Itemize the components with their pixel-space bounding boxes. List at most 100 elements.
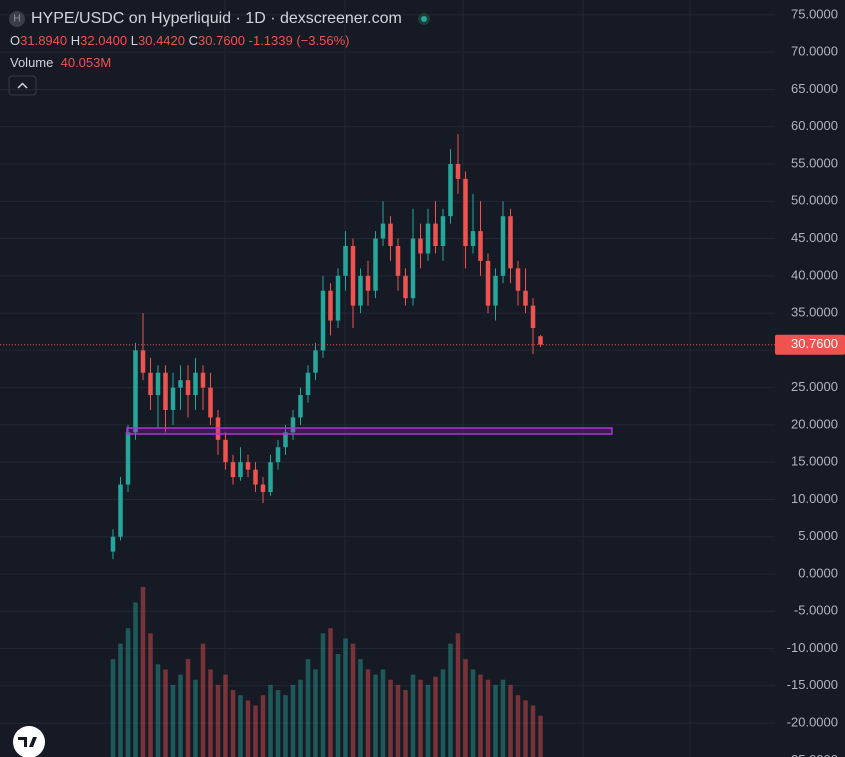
candle-body: [538, 336, 543, 345]
volume-bar: [538, 715, 543, 757]
y-tick-label: 15.0000: [791, 454, 838, 469]
candles: [110, 134, 543, 560]
volume-label: Volume: [10, 55, 54, 70]
candle-body: [500, 216, 506, 276]
candle-body: [403, 275, 408, 299]
candle-body: [455, 163, 461, 179]
candle-body: [433, 223, 438, 246]
volume-bar: [245, 700, 251, 757]
ohlc-key: L: [130, 33, 138, 48]
y-tick-label: 10.0000: [791, 491, 838, 506]
volume-bar: [223, 674, 228, 757]
volume-bar: [380, 669, 386, 757]
volume-bar: [185, 659, 191, 757]
y-tick-label: 75.0000: [791, 6, 838, 21]
collapse-button[interactable]: [8, 75, 37, 96]
horizontal-grid: [0, 14, 775, 724]
y-tick-label: 5.0000: [798, 528, 838, 543]
candle-body: [223, 439, 228, 463]
volume-bar: [508, 684, 513, 757]
candle-body: [260, 484, 266, 492]
y-tick-label: -5.0000: [794, 603, 838, 618]
volume-bar: [305, 659, 311, 757]
logo: [18, 737, 37, 747]
volume-bar: [268, 684, 273, 757]
volume-bar: [478, 674, 483, 757]
candle-body: [268, 462, 273, 492]
price-axis: 75.0000 70.0000 65.0000 60.0000 55.0000 50.00…: [787, 6, 838, 757]
logo-bg[interactable]: [13, 726, 45, 757]
candle-body: [523, 290, 528, 306]
volume-bar: [395, 684, 401, 757]
candle-body: [275, 447, 281, 463]
ohlc-value: 31.8940: [20, 33, 68, 48]
volume-value: 40.053M: [60, 55, 112, 70]
volume-bar: [238, 695, 243, 757]
volume-bar: [163, 669, 168, 757]
candle-body: [290, 417, 296, 433]
y-tick-label: 20.0000: [791, 416, 838, 431]
volume-bar: [463, 659, 468, 757]
candle-body: [440, 216, 446, 246]
y-tick-label: -10.0000: [787, 640, 838, 655]
candle-body: [328, 290, 333, 321]
volume-bar: [500, 679, 506, 757]
volume-bar: [170, 684, 176, 757]
candle-body: [245, 462, 251, 470]
volume-bar: [230, 690, 236, 757]
ohlc-key: C: [188, 33, 199, 48]
candle-body: [365, 275, 371, 291]
candle-body: [170, 387, 176, 410]
volume-bar: [260, 695, 266, 757]
y-tick-label: 35.0000: [791, 305, 838, 320]
candle-body: [230, 462, 236, 478]
vertical-grid: [224, 0, 691, 757]
volume-bar: [178, 674, 183, 757]
candle-body: [380, 223, 386, 239]
ohlc-value: 30.4420: [138, 33, 185, 48]
title: HYPE/USDC on Hyperliquid · 1D · dexscree…: [31, 10, 402, 27]
candle-body: [410, 238, 416, 299]
volume-bar: [200, 643, 206, 757]
candle-body: [238, 462, 243, 478]
candle-body: [425, 223, 431, 254]
volume-bar: [215, 684, 221, 757]
candle-body: [125, 432, 131, 485]
volume-bar: [433, 676, 438, 757]
candle-body: [388, 223, 393, 246]
volume-bar: [485, 679, 491, 757]
candle-body: [155, 372, 161, 396]
y-tick-label: 65.0000: [791, 81, 838, 96]
volume-bar: [133, 602, 138, 757]
candle-body: [193, 372, 198, 396]
last-price-tag: [775, 334, 845, 355]
candle-body: [470, 231, 476, 246]
volume-bar: [298, 679, 303, 757]
volume-bar: [523, 700, 528, 757]
candle-body: [343, 245, 348, 276]
volume-bar: [335, 653, 341, 757]
volume-bar: [358, 659, 363, 757]
y-tick-label: 25.0000: [791, 379, 838, 394]
candle-body: [485, 260, 491, 306]
candle-body: [283, 432, 288, 448]
candle-body: [178, 380, 183, 388]
y-tick-label: 60.0000: [791, 118, 838, 133]
y-tick-label: 70.0000: [791, 44, 838, 59]
volume-bar: [373, 674, 378, 757]
candle-body: [305, 372, 311, 396]
candle-body: [493, 275, 498, 306]
candle-body: [418, 238, 423, 254]
candle-body: [335, 275, 341, 321]
candle-body: [163, 372, 168, 410]
volume-bar: [155, 664, 161, 757]
candle-body: [140, 350, 146, 373]
volume-bar: [530, 705, 536, 757]
volume-bar: [440, 669, 446, 757]
volume-bar: [148, 633, 153, 757]
volume-bar: [455, 633, 461, 757]
candle-body: [200, 372, 206, 388]
candle-body: [320, 290, 326, 351]
volume-bar: [208, 669, 213, 757]
candle-body: [478, 231, 483, 261]
